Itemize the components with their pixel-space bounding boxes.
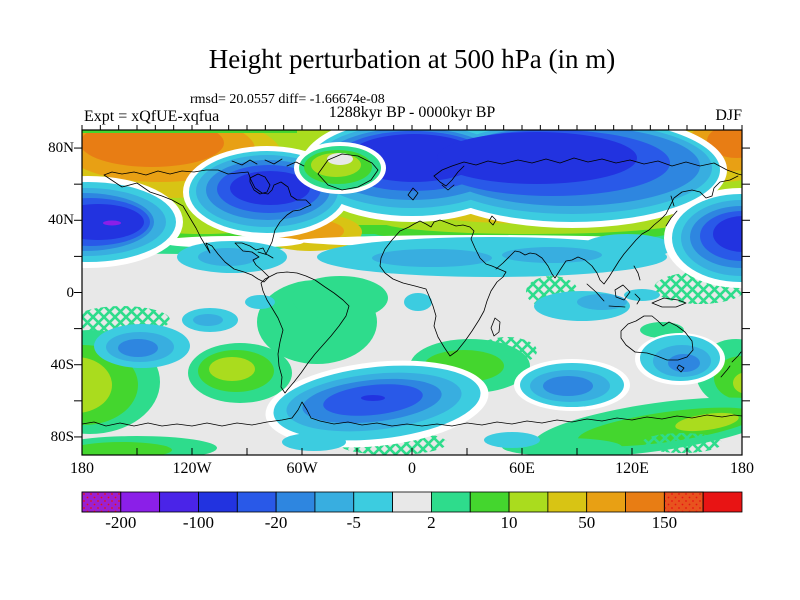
colorbar-tick-label: 150 [651,513,678,532]
colorbar-segment [198,491,238,513]
greenland-patch [294,142,386,194]
colorbar-segment [469,491,510,513]
colorbar-tick-label: -100 [182,513,215,532]
colorbar-segment [547,491,588,513]
lon-tick-label: 180 [730,460,754,477]
colorbar-segment [431,491,471,513]
lon-tick-label: 120E [615,460,649,477]
colorbar-tick-label: 50 [578,513,596,532]
colorbar-tick-label: 2 [427,513,436,532]
coastlines [82,153,742,427]
season-label: DJF [715,107,742,124]
period-line: 1288kyr BP - 0000kyr BP [328,104,496,121]
stats-line: rmsd= 20.0557 diff= -1.66674e-08 [190,92,385,107]
lon-tick-label: 180 [70,460,94,477]
colorbar-segment [353,491,393,513]
colorbar-tick-label: -5 [346,513,361,532]
colorbar [81,491,743,513]
lon-tick-label: 0 [408,460,416,477]
lat-tick-label: 40N [48,212,74,229]
colorbar-segment [81,491,122,513]
lat-tick-label: 80S [50,428,74,445]
colorbar-segment [159,491,199,513]
map-frame [81,129,743,456]
lon-tick-label: 120W [172,460,212,477]
colorbar-segment [314,491,355,513]
colorbar-tick-label: -200 [105,513,137,532]
colorbar-segment [275,491,316,513]
colorbar-tick-label: 10 [500,513,518,532]
subtropical-negative-band [160,234,672,277]
map-canvas [74,125,750,456]
colorbar-segment [120,491,161,513]
lat-tick-label: 0 [66,284,75,301]
lat-tick-label: 40S [50,356,74,373]
colorbar-segment [236,491,277,513]
plot-title: Height perturbation at 500 hPa (in m) [208,44,616,74]
lon-tick-label: 60W [286,460,318,477]
colorbar-tick-label: -20 [264,513,288,532]
lat-tick-label: 80N [48,140,74,156]
colorbar-segment [625,491,665,513]
colorbar-segment [508,491,549,513]
colorbar-segment [702,491,743,513]
colorbar-segment [663,491,704,513]
lon-tick-label: 60E [509,460,535,477]
colorbar-segment [586,491,626,513]
colorbar-segment [392,491,432,513]
experiment-label: Expt = xQfUE-xqfua [84,108,220,125]
contour-field [82,130,742,455]
